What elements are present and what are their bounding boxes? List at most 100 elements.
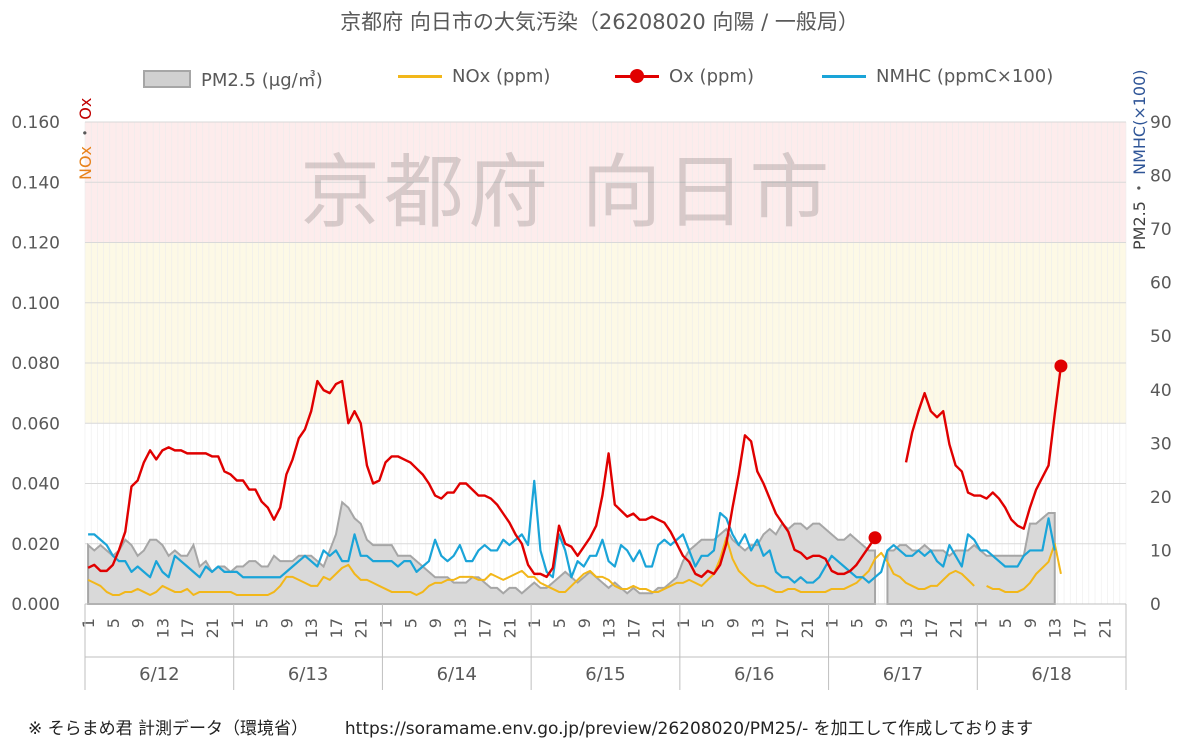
hour-tick-label: 13 bbox=[451, 618, 470, 638]
hour-tick-label: 21 bbox=[203, 618, 222, 638]
hour-tick-label: 13 bbox=[1046, 618, 1065, 638]
hour-tick-label: 17 bbox=[1071, 618, 1090, 638]
right-axis-label: PM2.5 ・ NMHC(×100) bbox=[1122, 42, 1150, 252]
footer-url[interactable]: https://soramame.env.go.jp/preview/26208… bbox=[344, 719, 1034, 739]
left-tick-label: 0.000 bbox=[11, 595, 60, 615]
hour-tick-label: 13 bbox=[302, 618, 321, 638]
left-tick-label: 0.100 bbox=[11, 294, 60, 314]
footer-source: ※ そらまめ君 計測データ（環境省） bbox=[28, 719, 309, 739]
hour-tick-label: 17 bbox=[327, 618, 346, 638]
hour-tick-label: 5 bbox=[550, 618, 569, 628]
hour-tick-label: 5 bbox=[699, 618, 718, 628]
hour-tick-label: 9 bbox=[724, 618, 743, 628]
hour-tick-label: 13 bbox=[153, 618, 172, 638]
hour-tick-label: 9 bbox=[872, 618, 891, 628]
legend-label-pm25: PM2.5 (μg/㎥) bbox=[201, 70, 323, 91]
right-axis-label-pm: PM2.5 bbox=[1130, 201, 1149, 250]
right-tick-label: 40 bbox=[1150, 381, 1172, 401]
hour-tick-label: 5 bbox=[104, 618, 123, 628]
hour-tick-label: 13 bbox=[897, 618, 916, 638]
footer: ※ そらまめ君 計測データ（環境省） https://soramame.env.… bbox=[28, 714, 1033, 739]
hour-tick-label: 5 bbox=[253, 618, 272, 628]
hour-tick-label: 1 bbox=[525, 618, 544, 628]
right-axis-label-sep: ・ bbox=[1130, 179, 1149, 196]
hour-tick-label: 17 bbox=[178, 618, 197, 638]
left-tick-label: 0.060 bbox=[11, 414, 60, 434]
legend-label-nmhc: NMHC (ppmC×100) bbox=[876, 66, 1054, 87]
hour-tick-label: 21 bbox=[798, 618, 817, 638]
left-tick-label: 0.040 bbox=[11, 475, 60, 495]
left-axis-label-ox: Ox bbox=[76, 97, 95, 120]
left-tick-label: 0.120 bbox=[11, 234, 60, 254]
left-tick-label: 0.160 bbox=[11, 113, 60, 133]
right-tick-label: 20 bbox=[1150, 488, 1172, 508]
left-axis-label-sep: ・ bbox=[76, 124, 95, 141]
hour-tick-label: 13 bbox=[600, 618, 619, 638]
hour-tick-label: 1 bbox=[674, 618, 693, 628]
hour-tick-label: 1 bbox=[971, 618, 990, 628]
legend-label-ox: Ox (ppm) bbox=[669, 66, 754, 87]
hour-tick-label: 9 bbox=[1021, 618, 1040, 628]
legend-item-pm25: PM2.5 (μg/㎥) bbox=[143, 66, 323, 92]
legend-swatch-pm25 bbox=[143, 70, 191, 88]
hour-tick-label: 1 bbox=[823, 618, 842, 628]
hour-tick-label: 1 bbox=[79, 618, 98, 628]
ox-line bbox=[904, 365, 1063, 530]
right-tick-label: 10 bbox=[1150, 541, 1172, 561]
hour-tick-label: 5 bbox=[996, 618, 1015, 628]
hour-tick-label: 1 bbox=[377, 618, 396, 628]
chart-title: 京都府 向日市の大気汚染（26208020 向陽 / 一般局） bbox=[340, 10, 859, 34]
day-label: 6/16 bbox=[734, 664, 774, 685]
left-tick-label: 0.140 bbox=[11, 173, 60, 193]
hour-tick-label: 1 bbox=[228, 618, 247, 628]
hour-tick-label: 21 bbox=[352, 618, 371, 638]
hour-tick-label: 9 bbox=[129, 618, 148, 628]
hour-tick-label: 17 bbox=[922, 618, 941, 638]
watermark-text: 京都府 向日市 bbox=[300, 146, 834, 239]
right-tick-label: 50 bbox=[1150, 327, 1172, 347]
day-label: 6/15 bbox=[585, 664, 625, 685]
legend-label-nox: NOx (ppm) bbox=[452, 66, 551, 87]
legend-swatch-nox bbox=[398, 75, 442, 78]
right-tick-label: 60 bbox=[1150, 274, 1172, 294]
hour-tick-label: 21 bbox=[500, 618, 519, 638]
ox-line bbox=[87, 379, 877, 579]
right-tick-label: 0 bbox=[1150, 595, 1161, 615]
hour-tick-label: 21 bbox=[1095, 618, 1114, 638]
right-tick-label: 90 bbox=[1150, 113, 1172, 133]
hour-tick-label: 13 bbox=[748, 618, 767, 638]
hour-tick-label: 9 bbox=[426, 618, 445, 628]
chart-legend: PM2.5 (μg/㎥) NOx (ppm) Ox (ppm) NMHC (pp… bbox=[0, 66, 1199, 96]
ox-marker bbox=[1054, 359, 1068, 373]
legend-item-nox: NOx (ppm) bbox=[398, 66, 550, 87]
day-label: 6/14 bbox=[437, 664, 477, 685]
hour-tick-label: 9 bbox=[575, 618, 594, 628]
day-label: 6/12 bbox=[139, 664, 179, 685]
right-tick-label: 30 bbox=[1150, 434, 1172, 454]
hour-tick-label: 17 bbox=[773, 618, 792, 638]
legend-swatch-ox bbox=[615, 69, 659, 83]
day-label: 6/17 bbox=[883, 664, 923, 685]
left-tick-label: 0.080 bbox=[11, 354, 60, 374]
hour-tick-label: 17 bbox=[624, 618, 643, 638]
nox-line bbox=[986, 542, 1062, 593]
right-tick-label: 70 bbox=[1150, 220, 1172, 240]
legend-item-nmhc: NMHC (ppmC×100) bbox=[822, 66, 1053, 87]
right-tick-label: 80 bbox=[1150, 167, 1172, 187]
left-axis-label-nox: NOx bbox=[76, 145, 95, 180]
nmhc-line bbox=[88, 479, 1056, 584]
pm25-area bbox=[886, 511, 1056, 605]
hour-tick-label: 9 bbox=[277, 618, 296, 628]
hour-tick-label: 17 bbox=[476, 618, 495, 638]
nox-line bbox=[87, 536, 975, 596]
day-label: 6/18 bbox=[1031, 664, 1071, 685]
ox-marker bbox=[868, 531, 882, 545]
day-label: 6/13 bbox=[288, 664, 328, 685]
left-tick-label: 0.020 bbox=[11, 535, 60, 555]
hour-tick-label: 21 bbox=[947, 618, 966, 638]
left-axis-label: NOx ・ Ox bbox=[70, 80, 95, 180]
hour-tick-label: 5 bbox=[401, 618, 420, 628]
right-axis-label-nmhc: NMHC(×100) bbox=[1130, 69, 1149, 175]
hour-tick-label: 5 bbox=[847, 618, 866, 628]
